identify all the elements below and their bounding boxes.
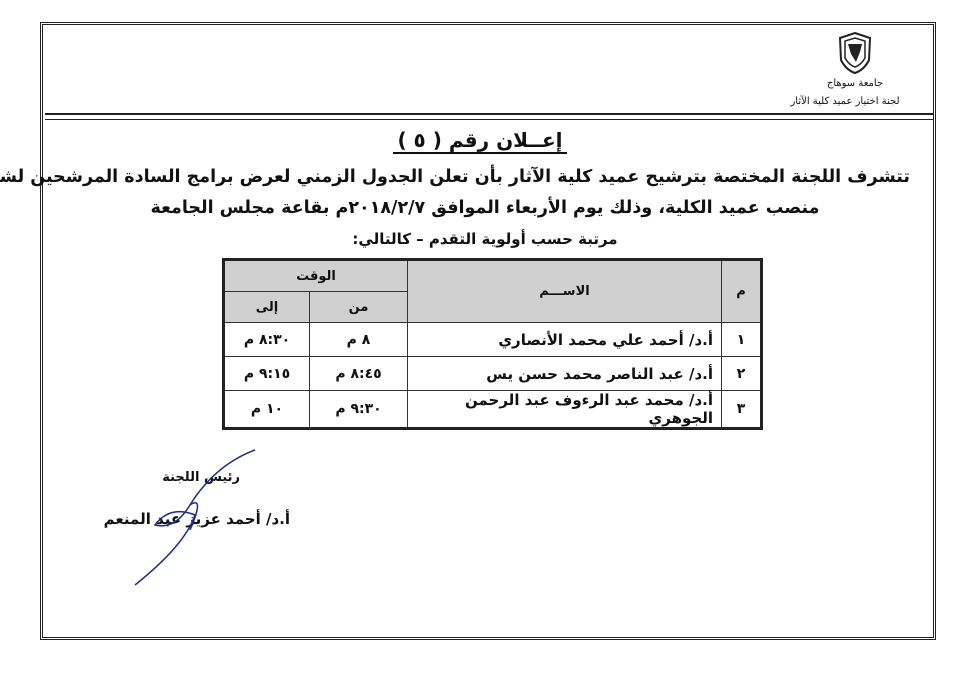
committee-name: لجنة اختيار عميد كلية الآثار	[790, 96, 900, 107]
row-name: أ.د/ محمد عبد الرءوف عبد الرحمن الجوهري	[407, 390, 722, 429]
signature-role: رئيس اللجنة	[162, 470, 240, 485]
row-from: ٩:٣٠ م	[309, 390, 408, 429]
university-seal-icon	[838, 32, 872, 74]
paragraph-line-3: مرتبة حسب أولوية التقدم – كالتالي:	[352, 230, 618, 248]
document-frame	[40, 22, 936, 640]
schedule-table: م الاســـم الوقت من إلى ١ أ.د/ أحمد علي …	[222, 258, 763, 430]
table-row: ١ أ.د/ أحمد علي محمد الأنصاري ٨ م ٨:٣٠ م	[223, 322, 762, 357]
table-row: ٣ أ.د/ محمد عبد الرءوف عبد الرحمن الجوهر…	[223, 390, 762, 429]
row-from: ٨:٤٥ م	[309, 356, 408, 391]
header-time: الوقت	[223, 259, 408, 292]
row-num: ١	[721, 322, 762, 357]
header-from: من	[309, 291, 408, 323]
row-to: ٩:١٥ م	[223, 356, 310, 391]
row-to: ١٠ م	[223, 390, 310, 429]
row-num: ٢	[721, 356, 762, 391]
university-name: جامعة سوهاج	[826, 78, 884, 89]
row-name: أ.د/ عبد الناصر محمد حسن يس	[407, 356, 722, 391]
row-from: ٨ م	[309, 322, 408, 357]
row-num: ٣	[721, 390, 762, 429]
header-to: إلى	[223, 291, 310, 323]
paragraph-line-1: تتشرف اللجنة المختصة بترشيح عميد كلية ال…	[0, 167, 910, 187]
header-divider	[45, 113, 933, 120]
signature-name: أ.د/ أحمد عزيز عبد المنعم	[103, 510, 290, 528]
header-num: م	[721, 259, 762, 323]
row-to: ٨:٣٠ م	[223, 322, 310, 357]
table-row: ٢ أ.د/ عبد الناصر محمد حسن يس ٨:٤٥ م ٩:١…	[223, 356, 762, 391]
title-text: إعــلان رقم ( ٥ )	[393, 128, 567, 154]
announcement-title: إعــلان رقم ( ٥ )	[0, 128, 960, 154]
row-name: أ.د/ أحمد علي محمد الأنصاري	[407, 322, 722, 357]
header-name: الاســـم	[407, 259, 722, 323]
paragraph-line-2: منصب عميد الكلية، وذلك يوم الأربعاء المو…	[150, 198, 820, 218]
handwritten-signature-icon	[134, 449, 256, 586]
